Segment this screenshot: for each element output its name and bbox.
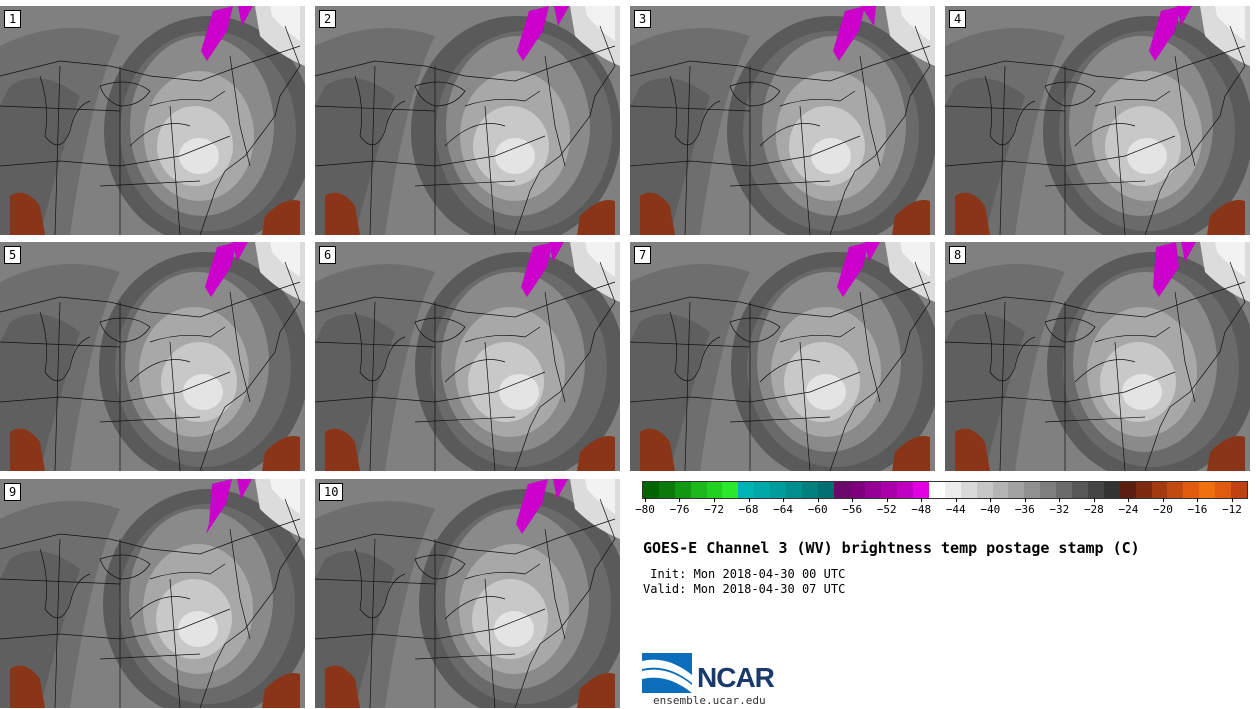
colorbar-tick-label: −36 (1015, 498, 1035, 516)
colorbar (642, 481, 1248, 499)
colorbar-ticks: −80 −76 −72 −68 −64 −60 −56 −52 −48 −44 −40 −36 −32−… (635, 498, 1248, 519)
valid-time: Valid: Mon 2018-04-30 07 UTC (643, 582, 846, 596)
site-url: ensemble.ucar.edu (653, 694, 766, 707)
init-time: Init: Mon 2018-04-30 00 UTC (643, 567, 846, 581)
panel-number: 1 (4, 10, 22, 28)
colorbar-swatch (754, 482, 771, 498)
colorbar-swatch (1215, 482, 1231, 498)
colorbar-swatch (849, 482, 866, 498)
colorbar-swatch (976, 482, 993, 498)
colorbar-tick-label: −44 (946, 498, 966, 516)
logo-text: NCAR (697, 662, 775, 693)
colorbar-tick-label: −24 (1118, 498, 1138, 516)
colorbar-tick-label: −12 (1222, 498, 1242, 516)
panel-number: 5 (4, 246, 22, 264)
colorbar-swatch (690, 482, 707, 498)
colorbar-tick-label: −28 (1084, 498, 1104, 516)
postage-stamp-panel: 6 (315, 242, 620, 471)
colorbar-swatch (1119, 482, 1136, 498)
colorbar-swatch (1151, 482, 1168, 498)
colorbar-tick-label: −52 (877, 498, 897, 516)
colorbar-swatch (897, 482, 914, 498)
colorbar-swatch (960, 482, 977, 498)
postage-stamp-panel: 9 (0, 479, 305, 708)
colorbar-tick-label: −80 (635, 498, 655, 516)
colorbar-swatch (817, 482, 834, 498)
colorbar-swatch (786, 482, 802, 498)
brightness-temp-map (0, 242, 305, 471)
panel-number: 4 (949, 10, 967, 28)
colorbar-swatch (643, 482, 659, 498)
colorbar-tick-label: −68 (739, 498, 759, 516)
colorbar-tick-label: −60 (808, 498, 828, 516)
colorbar-swatch (1087, 482, 1104, 498)
postage-stamp-panel: 7 (630, 242, 935, 471)
panel-number: 9 (4, 483, 22, 501)
panel-number: 2 (319, 10, 337, 28)
colorbar-swatch (992, 482, 1009, 498)
colorbar-tick-label: −76 (670, 498, 689, 516)
colorbar-swatch (1040, 482, 1057, 498)
brightness-temp-map (315, 6, 620, 235)
colorbar-swatch (738, 482, 755, 498)
postage-stamp-panel: 1 (0, 6, 305, 235)
colorbar-swatch (913, 482, 930, 498)
postage-stamp-panel: 10 (315, 479, 620, 708)
colorbar-tick-label: −16 (1188, 498, 1207, 516)
panel-number: 6 (319, 246, 337, 264)
page-title: GOES-E Channel 3 (WV) brightness temp po… (643, 539, 1140, 557)
colorbar-swatch (1135, 482, 1152, 498)
colorbar-swatch (674, 482, 691, 498)
brightness-temp-map (945, 242, 1250, 471)
colorbar-swatch (1056, 482, 1073, 498)
colorbar-swatch (1008, 482, 1025, 498)
colorbar-tick-label: −48 (911, 498, 931, 516)
panel-number: 8 (949, 246, 967, 264)
colorbar-tick-label: −20 (1153, 498, 1173, 516)
postage-stamp-panel: 4 (945, 6, 1250, 235)
colorbar-swatch (1103, 482, 1120, 498)
colorbar-swatch (1024, 482, 1041, 498)
colorbar-swatch (944, 482, 961, 498)
panel-number: 7 (634, 246, 652, 264)
colorbar-swatch (865, 482, 882, 498)
brightness-temp-map (0, 6, 305, 235)
brightness-temp-map (0, 479, 305, 708)
colorbar-swatch (1199, 482, 1216, 498)
colorbar-swatch (1072, 482, 1088, 498)
postage-stamp-panel: 8 (945, 242, 1250, 471)
colorbar-tick-label: −64 (773, 498, 793, 516)
brightness-temp-map (315, 479, 620, 708)
colorbar-tick-label: −56 (842, 498, 862, 516)
colorbar-swatch (658, 482, 675, 498)
postage-stamp-panel: 5 (0, 242, 305, 471)
postage-stamp-panel: 2 (315, 6, 620, 235)
colorbar-swatch (833, 482, 850, 498)
colorbar-swatch (929, 482, 945, 498)
colorbar-swatch (1167, 482, 1184, 498)
brightness-temp-map (315, 242, 620, 471)
colorbar-swatch (722, 482, 739, 498)
colorbar-swatch (801, 482, 818, 498)
panel-number: 3 (634, 10, 652, 28)
colorbar-tick-label: −40 (980, 498, 1000, 516)
brightness-temp-map (630, 242, 935, 471)
colorbar-tick-label: −72 (704, 498, 724, 516)
ncar-logo-icon (642, 653, 692, 693)
brightness-temp-map (945, 6, 1250, 235)
colorbar-tick-label: −32 (1049, 498, 1069, 516)
panel-number: 10 (319, 483, 344, 501)
colorbar-swatch (706, 482, 723, 498)
postage-stamp-panel: 3 (630, 6, 935, 235)
colorbar-swatch (1183, 482, 1200, 498)
brightness-temp-map (630, 6, 935, 235)
colorbar-swatch (881, 482, 898, 498)
colorbar-swatch (1230, 482, 1247, 498)
colorbar-swatch (770, 482, 787, 498)
